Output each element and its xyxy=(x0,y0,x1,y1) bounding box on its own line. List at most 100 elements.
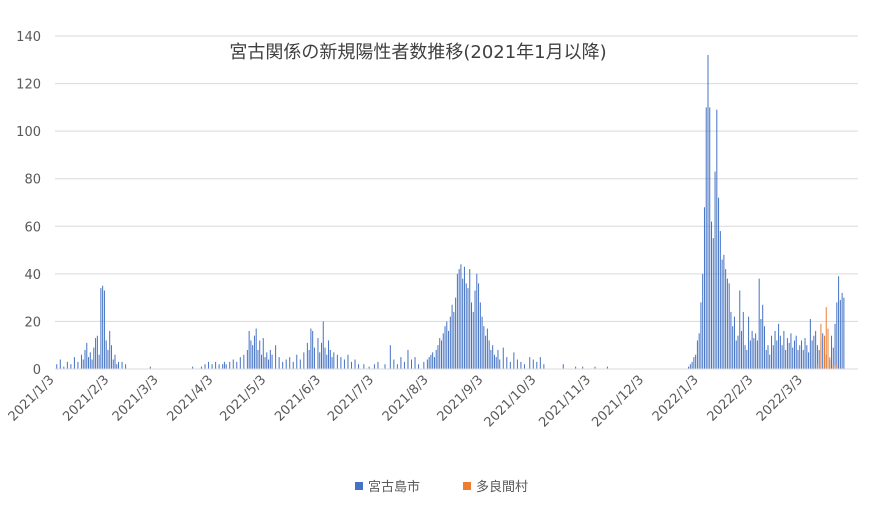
bar xyxy=(282,361,284,369)
bar xyxy=(458,269,460,369)
bar xyxy=(91,359,93,369)
bar xyxy=(317,338,319,369)
x-tick-label: 2021/4/3 xyxy=(165,373,217,425)
bar xyxy=(80,354,82,369)
x-tick-label: 2022/3/3 xyxy=(754,373,806,425)
bar xyxy=(264,357,266,369)
bar xyxy=(59,359,61,369)
bar xyxy=(843,297,845,369)
bar xyxy=(109,330,111,369)
x-tick-label: 2022/2/3 xyxy=(705,373,757,425)
bar xyxy=(749,340,751,369)
bar xyxy=(488,340,490,369)
bar xyxy=(449,316,451,369)
x-tick-label: 2021/2/3 xyxy=(60,373,112,425)
bar xyxy=(340,357,342,369)
bar xyxy=(707,55,709,369)
bar xyxy=(763,326,765,369)
bar xyxy=(838,276,840,369)
bar xyxy=(832,364,834,369)
bar xyxy=(266,352,268,369)
bar xyxy=(497,349,499,369)
bar xyxy=(516,359,518,369)
bar xyxy=(446,321,448,369)
bar xyxy=(737,335,739,369)
chart-title: 宮古関係の新規陽性者数推移(2021年1月以降) xyxy=(229,42,606,63)
bar xyxy=(758,278,760,369)
bar xyxy=(802,349,804,369)
bar xyxy=(795,335,797,369)
bar xyxy=(66,361,68,369)
bar xyxy=(192,366,194,369)
bar xyxy=(721,259,723,369)
bar xyxy=(93,347,95,369)
bar xyxy=(84,349,86,369)
bar xyxy=(299,359,301,369)
bar xyxy=(439,338,441,369)
bar xyxy=(442,333,444,369)
bar xyxy=(712,238,714,369)
bar xyxy=(804,338,806,369)
bar xyxy=(453,311,455,369)
bar xyxy=(243,354,245,369)
bar xyxy=(513,352,515,369)
bar xyxy=(693,357,695,369)
bar xyxy=(786,338,788,369)
bar xyxy=(509,361,511,369)
bar xyxy=(56,364,58,369)
bar xyxy=(765,349,767,369)
bar xyxy=(463,266,465,369)
bar xyxy=(490,349,492,369)
bar xyxy=(336,354,338,369)
bar xyxy=(262,338,264,369)
y-tick-label: 80 xyxy=(24,173,41,188)
y-tick-label: 40 xyxy=(24,268,41,283)
bar xyxy=(423,361,425,369)
bar xyxy=(774,330,776,369)
bar xyxy=(748,316,750,369)
legend-label: 多良間村 xyxy=(476,479,528,495)
bar xyxy=(343,359,345,369)
bar xyxy=(714,171,716,369)
bar xyxy=(222,364,224,369)
bar xyxy=(723,254,725,369)
bar xyxy=(426,359,428,369)
y-tick-label: 100 xyxy=(16,125,41,140)
bar xyxy=(562,364,564,369)
bar xyxy=(411,359,412,369)
bar xyxy=(313,347,315,369)
bar xyxy=(246,349,248,369)
bar xyxy=(543,364,545,369)
bar xyxy=(781,345,783,369)
bar xyxy=(472,311,474,369)
bar xyxy=(322,321,324,369)
bar xyxy=(433,357,435,369)
bar xyxy=(448,330,450,369)
bar xyxy=(328,340,330,369)
bar xyxy=(310,328,312,369)
bar xyxy=(725,269,727,369)
legend-swatch xyxy=(355,482,363,490)
bar xyxy=(98,354,100,369)
bars xyxy=(56,55,845,370)
bar xyxy=(414,357,416,369)
bar xyxy=(435,349,437,369)
bar xyxy=(481,316,483,369)
bar xyxy=(456,273,458,369)
bar xyxy=(333,352,335,369)
bar xyxy=(529,357,531,369)
bar xyxy=(709,107,711,370)
bar xyxy=(751,330,753,369)
bar xyxy=(792,347,794,369)
x-tick-label: 2021/1/3 xyxy=(6,373,58,425)
bar xyxy=(756,340,758,369)
bar xyxy=(809,319,811,369)
bar xyxy=(755,333,757,369)
bar xyxy=(703,207,705,369)
x-tick-label: 2021/7/3 xyxy=(325,373,377,425)
bar xyxy=(268,359,270,369)
bar xyxy=(441,340,442,369)
bar xyxy=(806,345,808,369)
bar xyxy=(324,347,326,369)
